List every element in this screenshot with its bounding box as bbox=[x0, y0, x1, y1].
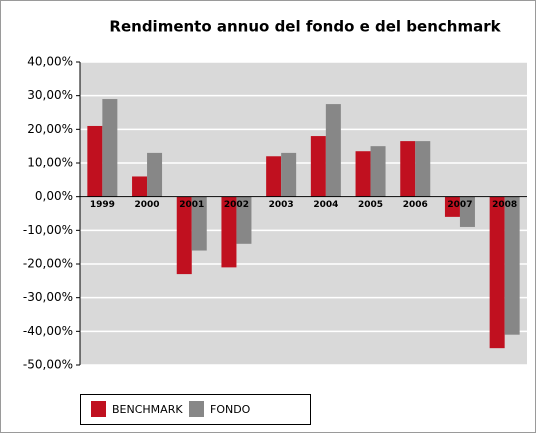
y-tick-label: -20,00% bbox=[23, 257, 73, 271]
legend-swatch bbox=[189, 401, 204, 417]
bar bbox=[236, 196, 252, 244]
y-tick-label: 0,00% bbox=[35, 189, 73, 203]
legend-label: BENCHMARK bbox=[112, 403, 183, 416]
legend-label: FONDO bbox=[210, 403, 251, 416]
chart-title: Rendimento annuo del fondo e del benchma… bbox=[109, 18, 501, 36]
x-tick-label: 2006 bbox=[403, 200, 428, 210]
x-tick-label: 1999 bbox=[90, 200, 115, 210]
x-tick-label: 2001 bbox=[179, 200, 204, 210]
bar bbox=[147, 152, 163, 197]
bar bbox=[489, 196, 505, 349]
x-tick-label: 2000 bbox=[135, 200, 160, 210]
bar bbox=[102, 99, 118, 197]
bar bbox=[444, 196, 460, 217]
y-tick-label: -40,00% bbox=[23, 324, 73, 338]
bar bbox=[370, 146, 386, 197]
bar bbox=[176, 196, 192, 275]
x-tick-label: 2004 bbox=[313, 200, 338, 210]
bar bbox=[310, 136, 326, 197]
bar bbox=[221, 196, 237, 268]
x-tick-label: 2003 bbox=[269, 200, 294, 210]
y-tick-label: 20,00% bbox=[27, 122, 73, 136]
bar bbox=[191, 196, 207, 251]
bar bbox=[459, 196, 475, 227]
y-tick-label: -50,00% bbox=[23, 358, 73, 372]
bar bbox=[132, 176, 148, 197]
y-tick-label: -10,00% bbox=[23, 223, 73, 237]
bar bbox=[266, 156, 282, 197]
y-tick-label: 40,00% bbox=[27, 55, 73, 69]
y-tick-label: -30,00% bbox=[23, 290, 73, 304]
bar bbox=[281, 152, 297, 197]
bar bbox=[415, 141, 431, 197]
legend-swatch bbox=[91, 401, 106, 417]
x-tick-label: 2005 bbox=[358, 200, 383, 210]
y-tick-label: 30,00% bbox=[27, 88, 73, 102]
bar bbox=[325, 104, 341, 197]
x-tick-label: 2007 bbox=[447, 200, 472, 210]
y-tick-label: 10,00% bbox=[27, 156, 73, 170]
bar bbox=[87, 125, 103, 197]
bar bbox=[400, 141, 416, 197]
x-tick-label: 2008 bbox=[492, 200, 517, 210]
x-tick-label: 2002 bbox=[224, 200, 249, 210]
bar bbox=[504, 196, 520, 335]
bar bbox=[355, 151, 371, 197]
